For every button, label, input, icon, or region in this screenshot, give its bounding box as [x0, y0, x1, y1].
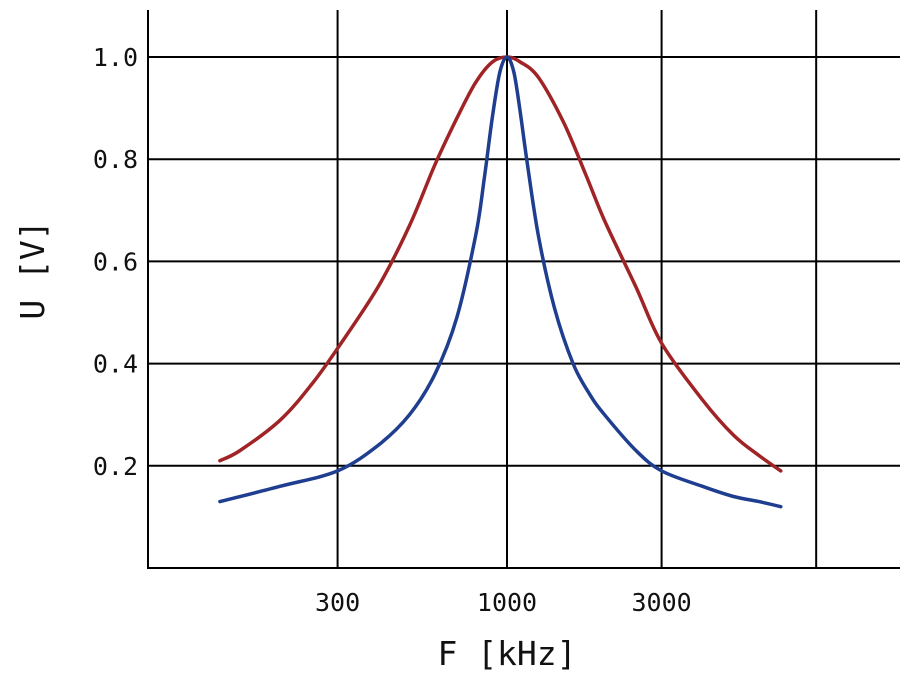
- series-lines: [218, 55, 783, 509]
- x-tick-label: 300: [315, 588, 360, 617]
- gridlines: [148, 10, 900, 568]
- y-axis-title: U [V]: [13, 220, 52, 319]
- y-tick-label: 0.8: [93, 145, 138, 174]
- y-tick-label: 1.0: [93, 43, 138, 72]
- x-tick-label: 1000: [477, 588, 537, 617]
- y-tick-label: 0.4: [93, 350, 138, 379]
- plot-frame: [147, 10, 900, 569]
- series-line-1: [218, 55, 783, 509]
- x-axis-title: F [kHz]: [437, 634, 576, 673]
- x-tick-label: 3000: [631, 588, 691, 617]
- series-line-0: [218, 55, 783, 473]
- tick-labels: 300 1000 3000 0.2 0.4 0.6 0.8 1.0: [93, 43, 692, 617]
- y-tick-label: 0.6: [93, 247, 138, 276]
- axes: [147, 10, 900, 569]
- y-tick-label: 0.2: [93, 452, 138, 481]
